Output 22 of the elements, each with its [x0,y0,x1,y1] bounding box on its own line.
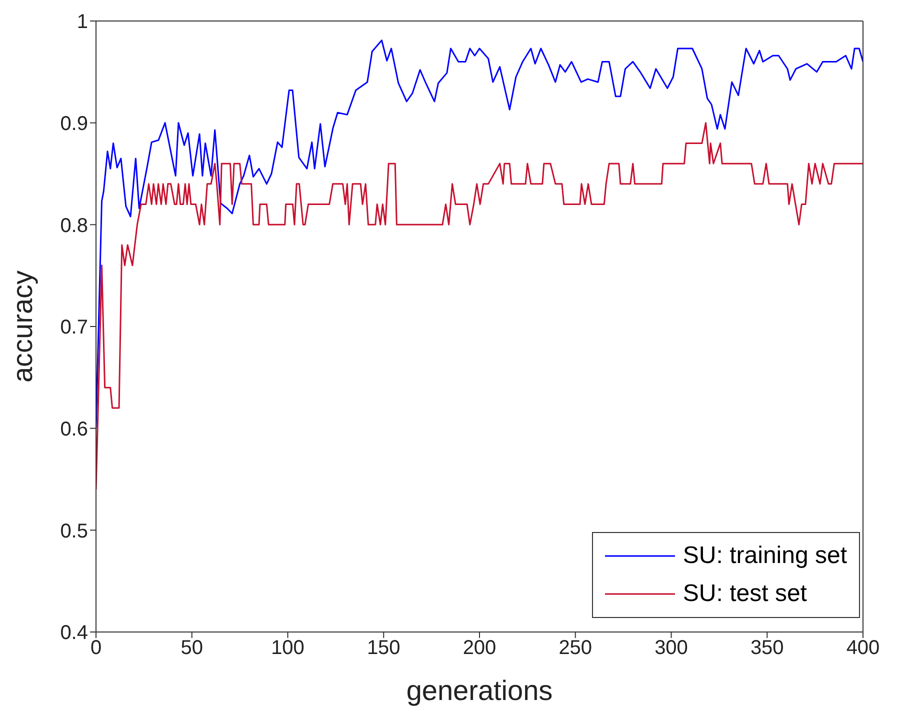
y-tick-label: 0.6 [60,418,88,440]
x-axis-title: generations [406,675,553,706]
y-tick-label: 0.5 [60,520,88,542]
y-axis-title: accuracy [6,270,38,383]
x-tick-label: 300 [654,637,688,660]
x-tick-label: 250 [558,637,592,660]
y-tick-label: 0.7 [60,316,88,339]
legend-label: SU: test set [682,579,807,609]
x-tick-label: 0 [90,637,102,660]
legend-label: SU: training set [682,541,847,571]
x-tick-label: 50 [180,637,203,660]
y-tick-label: 0.4 [60,622,88,644]
x-tick-label: 350 [750,637,784,660]
x-tick-label: 150 [366,637,400,660]
x-tick-label: 100 [271,637,304,660]
y-tick-label: 0.9 [60,112,88,135]
line-series [96,122,863,490]
x-tick-label: 200 [462,637,496,660]
y-tick-label: 0.8 [60,214,88,237]
x-tick-label: 400 [846,637,880,660]
line-series [96,40,863,430]
y-tick-label: 1 [76,11,88,34]
